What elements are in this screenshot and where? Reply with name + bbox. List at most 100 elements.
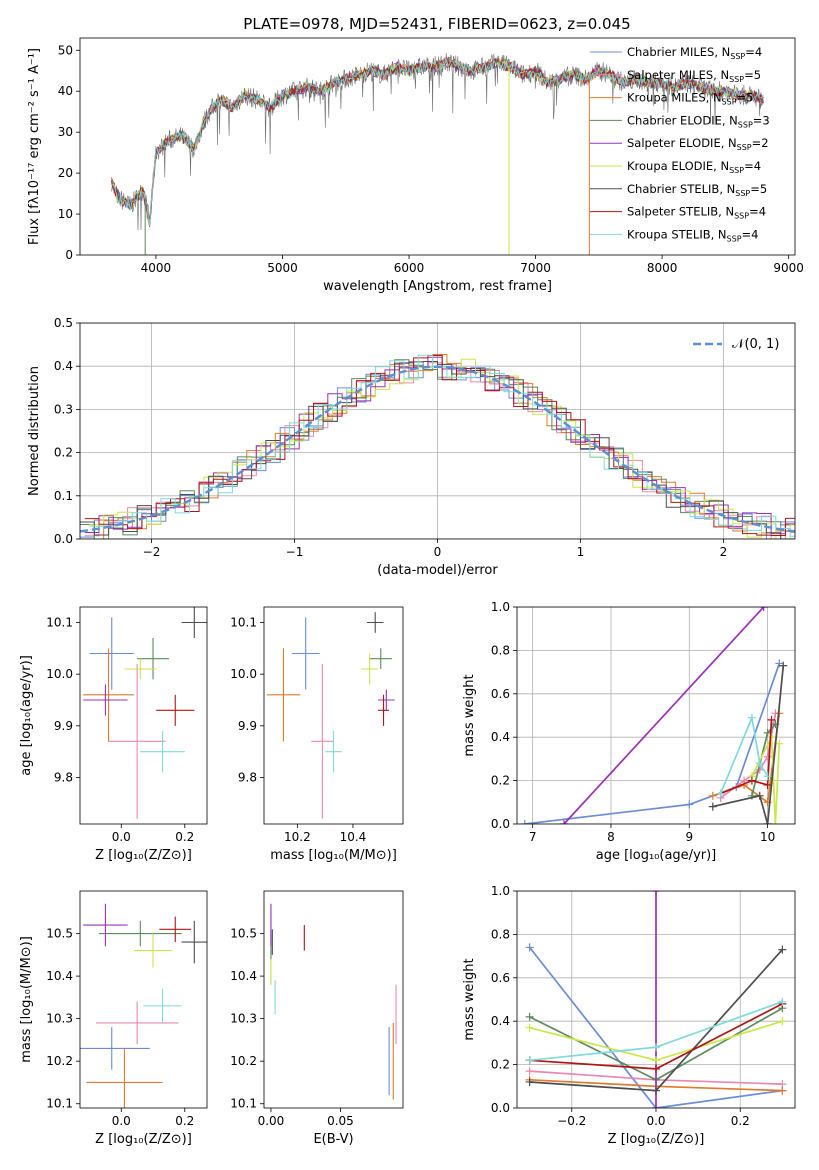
y-tick-label: 0 (65, 248, 73, 262)
x-axis-label: Z [log₁₀(Z/Z⊙)] (95, 1132, 192, 1147)
panel-ebv_mass: 0.00 0.05 10.1 10.2 10.3 10.4 10.5 E(B-V) (230, 890, 404, 1147)
weight-marker-salpeter_stelib (767, 715, 776, 724)
weight-marker-chabrier_stelib (652, 1086, 660, 1095)
weight-marker-kroupa_stelib (755, 759, 764, 768)
y-tick-label: 0.0 (491, 1101, 510, 1115)
plot-area-z_mass (80, 903, 207, 1108)
y-tick-label: 40 (58, 84, 73, 98)
weight-marker-kroupa_stelib (652, 1043, 660, 1052)
legend-suffix: =5 (737, 91, 754, 105)
weight-marker-salpeter_elodie (652, 891, 660, 895)
x-tick-label: 0.0 (112, 1114, 131, 1128)
x-axis-label: wavelength [Angstrom, rest frame] (323, 279, 552, 294)
x-axis-label: mass [log₁₀(M/M⊙)] (270, 848, 397, 863)
y-tick-label: 0.6 (491, 971, 510, 985)
x-tick-label: −1 (286, 545, 304, 559)
legend-entry: Kroupa STELIB, NSSP=4 (627, 227, 758, 243)
weight-marker-kroupa_stelib (763, 772, 772, 781)
error-point-chabrier_stelib (181, 920, 207, 964)
x-tick-label: 9000 (773, 261, 804, 275)
legend-entry: Salpeter STELIB, NSSP=4 (627, 205, 766, 221)
error-point-salpeter_miles (95, 1001, 179, 1045)
error-point-salpeter_stelib (156, 694, 195, 726)
panel-residuals: −2 −1 0 1 2 0.0 0.1 0.2 0.3 0.4 0.5 (data-model)/er… (27, 316, 796, 578)
y-tick-label: 0.6 (491, 687, 510, 701)
weight-marker-kroupa_elodie (771, 820, 780, 824)
x-tick-label: 0.2 (175, 830, 194, 844)
weight-marker-kroupa_elodie (767, 733, 776, 742)
x-tick-label: 2 (720, 545, 728, 559)
y-tick-label: 0.1 (54, 489, 73, 503)
spectrum-legend: Chabrier MILES, NSSP=4 Salpeter MILES, NS… (590, 45, 770, 243)
x-tick-label: 4000 (141, 261, 172, 275)
weight-marker-salpeter_stelib (747, 776, 756, 785)
weight-marker-kroupa_elodie (775, 739, 784, 748)
x-axis-label: age [log₁₀(age/yr)] (596, 848, 717, 863)
weight-marker-chabrier_stelib (755, 791, 764, 800)
legend-subscript: SSP (735, 189, 750, 198)
error-point-chabrier_elodie (369, 648, 392, 669)
y-tick-label: 0.3 (54, 402, 73, 416)
panel-z_age: 0.0 0.2 9.8 9.9 10.0 10.1 Z [log₁₀(Z/Z⊙)] age [… (19, 606, 208, 863)
y-tick-label: 0.4 (54, 359, 73, 373)
weight-marker-kroupa_stelib (525, 1056, 534, 1065)
x-axis-label: Z [log₁₀(Z/Z⊙)] (608, 1132, 705, 1147)
y-tick-label: 10.5 (230, 927, 257, 941)
legend-subscript: SSP (737, 143, 752, 152)
weight-line-kroupa_stelib (719, 714, 769, 794)
x-tick-label: −2 (143, 545, 161, 559)
weight-marker-kroupa_elodie (525, 1023, 534, 1032)
y-tick-label: 10.1 (230, 1097, 257, 1111)
y-tick-label: 0.4 (491, 1014, 510, 1028)
weight-marker-chabrier_stelib (525, 1077, 534, 1086)
legend-entry: Salpeter ELODIE, NSSP=2 (627, 136, 769, 152)
x-axis-label: Z [log₁₀(Z/Z⊙)] (95, 848, 192, 863)
weight-marker-salpeter_elodie (652, 1104, 660, 1108)
x-tick-label: −0.2 (557, 1114, 586, 1128)
x-tick-label: 8 (607, 830, 615, 844)
panel-spectrum: 4000 5000 6000 7000 8000 9000 0 10 20 30 40 50 wavel… (27, 37, 804, 294)
weight-marker-kroupa_miles (778, 1086, 787, 1095)
x-tick-label: 7000 (520, 261, 551, 275)
error-point-kroupa_elodie (361, 653, 378, 685)
weight-marker-salpeter_stelib (652, 1064, 660, 1073)
y-tick-label: 0.5 (54, 316, 73, 330)
x-axis-label: E(B-V) (313, 1132, 353, 1147)
legend-subscript: SSP (730, 52, 745, 61)
legend-suffix: =5 (750, 182, 767, 196)
y-tick-label: 10.2 (230, 1054, 257, 1068)
x-tick-label: 1 (577, 545, 585, 559)
y-tick-label: 1.0 (491, 884, 510, 898)
y-tick-label: 0.4 (491, 730, 510, 744)
legend-subscript: SSP (738, 120, 753, 129)
plot-area-spectrum (111, 52, 764, 255)
y-tick-label: 0.2 (491, 774, 510, 788)
model-line-kroupa_stelib (111, 57, 764, 227)
plot-area-ebv_mass (270, 903, 397, 1100)
y-tick-label: 10.2 (46, 1054, 73, 1068)
error-point-kroupa_miles (86, 1048, 163, 1108)
y-axis-label: mass weight (462, 674, 477, 756)
weight-marker-chabrier_miles (685, 800, 694, 809)
weight-line-chabrier_stelib (712, 665, 785, 824)
error-point-salpeter_elodie (83, 684, 128, 716)
legend-subscript: SSP (729, 75, 744, 84)
error-point-salpeter_stelib (377, 694, 390, 726)
weight-marker-kroupa_stelib (747, 713, 756, 722)
y-tick-label: 0.0 (491, 817, 510, 831)
x-axis-label: (data-model)/error (377, 563, 498, 578)
axes-frame (79, 606, 208, 825)
gaussian-reference-curve (80, 365, 795, 533)
y-axis-label: mass [log₁₀(M/M⊙)] (19, 936, 34, 1063)
error-point-kroupa_miles (83, 648, 134, 742)
x-tick-label: 0 (434, 545, 442, 559)
plot-area-z_weight (517, 891, 795, 1108)
x-tick-label: 0.00 (258, 1114, 285, 1128)
error-point-kroupa_elodie (133, 933, 173, 968)
y-tick-label: 10.1 (46, 1097, 73, 1111)
y-tick-label: 9.8 (54, 771, 73, 785)
legend-entry: Chabrier MILES, NSSP=4 (627, 45, 762, 61)
weight-marker-salpeter_elodie (559, 820, 568, 824)
legend-entry: Chabrier STELIB, NSSP=5 (627, 182, 767, 198)
